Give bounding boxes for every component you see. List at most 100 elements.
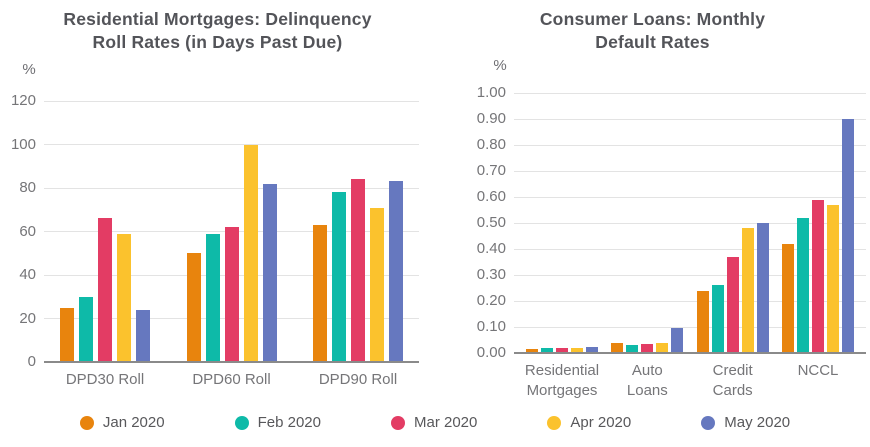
bar-jan-2020-credit-cards <box>696 290 709 353</box>
x-axis-label-text: DPD90 Roll <box>318 371 398 388</box>
consumer-loans-default-rates-chart: Consumer Loans: Monthly Default Rates % … <box>435 0 870 410</box>
x-axis-label-dpd60-roll: DPD60 Roll <box>187 370 277 412</box>
y-tick-label-20: 20 <box>19 309 36 327</box>
y-gridline-0-90 <box>514 118 866 120</box>
y-gridline-1-00 <box>514 92 866 94</box>
x-axis-label-text: Residential Mortgages <box>524 362 600 399</box>
bar-feb-2020-dpd90-roll <box>332 192 346 362</box>
bar-mar-2020-nccl <box>811 199 824 353</box>
y-tick-label-1-00: 1.00 <box>476 84 506 101</box>
bar-may-2020-residential-mortgages <box>586 346 598 353</box>
left-chart-title: Residential Mortgages: Delinquency Roll … <box>63 9 372 52</box>
x-axis-label-text: DPD30 Roll <box>65 371 145 388</box>
y-tick-label-100: 100 <box>10 135 36 153</box>
bar-apr-2020-nccl <box>826 204 839 353</box>
x-axis-label-text: Credit Cards <box>712 362 753 399</box>
bar-jan-2020-dpd30-roll <box>60 307 74 362</box>
y-gridline-0-30 <box>514 274 866 276</box>
bar-mar-2020-auto-loans <box>641 343 654 353</box>
y-tick-label-0-00: 0.00 <box>476 344 506 361</box>
bar-jan-2020-auto-loans <box>611 342 624 353</box>
x-axis-label-auto-loans: Auto Loans <box>611 361 683 403</box>
y-tick-label-0-60: 0.60 <box>476 188 506 205</box>
y-tick-label-60: 60 <box>19 222 36 240</box>
chart-legend: Jan 2020 Feb 2020 Mar 2020 Apr 2020 May 2020 <box>0 414 870 431</box>
y-tick-label-40: 40 <box>19 266 36 283</box>
left-x-axis-labels: DPD30 Roll DPD60 Roll DPD90 Roll <box>44 370 419 412</box>
legend-swatch-icon <box>701 415 716 430</box>
bar-apr-2020-auto-loans <box>656 342 669 353</box>
bar-may-2020-auto-loans <box>671 328 684 353</box>
y-gridline-120 <box>44 100 419 102</box>
left-plot-area: 120 100 80 60 40 20 0 <box>11 92 419 370</box>
x-axis-label-text: NCCL <box>797 362 839 379</box>
legend-label: Apr 2020 <box>570 414 632 431</box>
right-y-axis-unit-label: % <box>493 57 507 74</box>
x-axis-label-dpd90-roll: DPD90 Roll <box>313 370 403 412</box>
y-gridline-0-80 <box>514 144 866 146</box>
bar-group-dpd30-roll <box>60 218 150 362</box>
bar-group-nccl <box>781 119 854 353</box>
y-tick-label-0-40: 0.40 <box>476 240 506 257</box>
legend-label: May 2020 <box>724 414 791 431</box>
y-gridline-0-60 <box>514 196 866 198</box>
bar-feb-2020-residential-mortgages <box>541 347 553 353</box>
left-y-axis-unit-label: % <box>22 61 36 78</box>
bar-feb-2020-dpd30-roll <box>79 296 93 362</box>
bar-apr-2020-dpd60-roll <box>243 144 258 362</box>
y-tick-label-80: 80 <box>19 179 36 196</box>
y-tick-label-0-20: 0.20 <box>476 292 506 309</box>
x-axis-baseline <box>44 361 419 363</box>
bar-mar-2020-dpd30-roll <box>98 218 112 362</box>
bar-may-2020-dpd30-roll <box>136 309 150 362</box>
bar-feb-2020-nccl <box>796 217 809 353</box>
y-tick-label-0: 0 <box>27 353 36 370</box>
residential-mortgages-roll-rates-chart: Residential Mortgages: Delinquency Roll … <box>0 0 435 410</box>
bar-group-auto-loans <box>611 328 684 353</box>
bar-apr-2020-residential-mortgages <box>571 347 583 353</box>
bar-group-credit-cards <box>696 223 769 353</box>
bar-jan-2020-dpd60-roll <box>186 253 201 362</box>
bar-jan-2020-nccl <box>781 243 794 353</box>
legend-item-feb-2020: Feb 2020 <box>234 414 321 431</box>
legend-label: Feb 2020 <box>257 414 321 431</box>
bar-jan-2020-dpd90-roll <box>313 224 327 362</box>
bar-group-residential-mortgages <box>526 346 598 353</box>
y-gridline-0-50 <box>514 222 866 224</box>
bar-may-2020-nccl <box>841 119 854 353</box>
y-tick-label-120: 120 <box>10 92 36 109</box>
right-x-axis-labels: Residential Mortgages Auto Loans Credit Ca… <box>514 361 866 403</box>
bar-mar-2020-dpd90-roll <box>351 179 365 362</box>
bar-feb-2020-credit-cards <box>711 285 724 353</box>
bar-may-2020-dpd90-roll <box>389 181 403 362</box>
y-gridline-0-10 <box>514 326 866 328</box>
bar-group-dpd60-roll <box>186 144 277 362</box>
legend-item-jan-2020: Jan 2020 <box>79 414 165 431</box>
x-axis-label-nccl: NCCL <box>782 361 854 403</box>
x-axis-label-residential-mortgages: Residential Mortgages <box>524 361 600 403</box>
bar-mar-2020-credit-cards <box>726 256 739 353</box>
x-axis-label-text: Auto Loans <box>626 362 668 399</box>
y-tick-label-0-30: 0.30 <box>476 266 506 283</box>
legend-label: Jan 2020 <box>102 414 165 431</box>
y-gridline-0-20 <box>514 300 866 302</box>
legend-item-apr-2020: Apr 2020 <box>547 414 631 431</box>
y-gridline-100 <box>44 144 419 145</box>
legend-swatch-icon <box>79 415 94 430</box>
right-chart-title: Consumer Loans: Monthly Default Rates <box>539 9 766 52</box>
y-gridline-80 <box>44 187 419 189</box>
bars-layer <box>44 101 419 362</box>
x-axis-label-credit-cards: Credit Cards <box>697 361 769 403</box>
legend-swatch-icon <box>390 415 405 430</box>
right-plot-area: 1.00 0.90 0.80 0.70 0.60 0.50 0.40 0.30 0.20 0.10… <box>477 84 866 361</box>
bar-mar-2020-dpd60-roll <box>224 227 239 362</box>
x-axis-label-text: DPD60 Roll <box>192 371 271 388</box>
y-tick-label-0-50: 0.50 <box>476 214 506 231</box>
y-tick-label-0-70: 0.70 <box>476 162 506 179</box>
bar-mar-2020-residential-mortgages <box>556 347 568 353</box>
x-axis-baseline <box>514 352 866 354</box>
y-tick-label-0-10: 0.10 <box>476 318 506 335</box>
bar-may-2020-dpd60-roll <box>262 183 277 362</box>
bar-apr-2020-dpd90-roll <box>370 207 384 362</box>
